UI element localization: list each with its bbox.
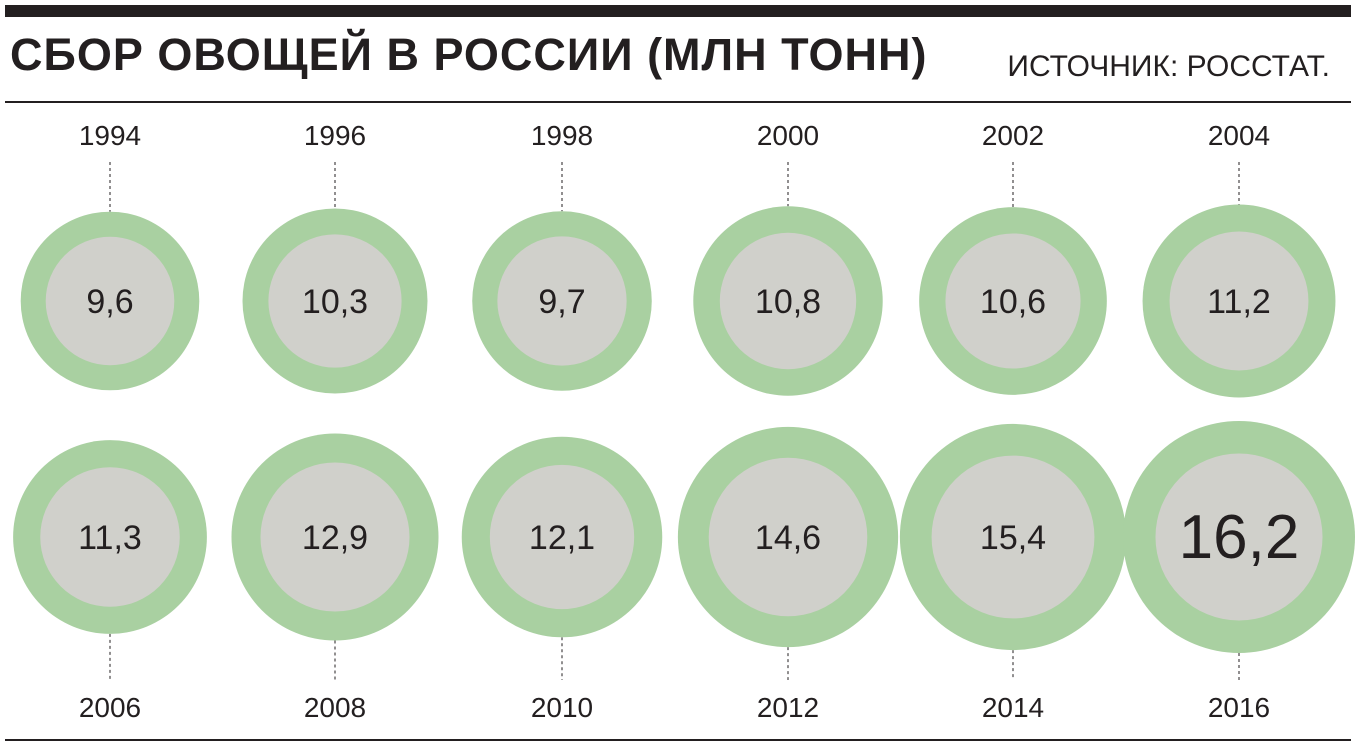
year-label: 2010 bbox=[531, 692, 593, 723]
year-label: 2000 bbox=[757, 120, 819, 151]
value-label: 15,4 bbox=[980, 519, 1046, 557]
year-label: 2006 bbox=[79, 692, 141, 723]
value-label: 10,3 bbox=[302, 283, 368, 321]
inner-disc bbox=[489, 464, 635, 610]
bubble-2002: 10,6 2002 bbox=[919, 120, 1107, 395]
inner-disc bbox=[268, 234, 402, 368]
top-rule bbox=[5, 101, 1351, 103]
value-label: 12,9 bbox=[302, 519, 368, 557]
bubble-1998: 9,7 1998 bbox=[472, 120, 652, 391]
bubble-2010: 12,1 2010 bbox=[461, 436, 663, 723]
year-label: 2002 bbox=[982, 120, 1044, 151]
value-label: 16,2 bbox=[1179, 503, 1300, 572]
bubble-1996: 10,3 1996 bbox=[242, 120, 428, 394]
bubble-2004: 11,2 2004 bbox=[1142, 120, 1336, 398]
value-label: 14,6 bbox=[755, 519, 821, 557]
year-label: 2004 bbox=[1208, 120, 1270, 151]
chart-title: СБОР ОВОЩЕЙ В РОССИИ (МЛН ТОНН) bbox=[10, 29, 928, 80]
inner-disc bbox=[1169, 231, 1309, 371]
value-label: 10,8 bbox=[755, 283, 821, 321]
value-label: 12,1 bbox=[529, 519, 595, 557]
year-label: 2016 bbox=[1208, 692, 1270, 723]
bottom-rule bbox=[5, 739, 1351, 741]
inner-disc bbox=[497, 236, 627, 366]
value-label: 9,6 bbox=[86, 283, 133, 321]
year-label: 1994 bbox=[79, 120, 141, 151]
bubble-2000: 10,8 2000 bbox=[693, 120, 883, 396]
year-label: 1996 bbox=[304, 120, 366, 151]
value-label: 11,3 bbox=[78, 519, 142, 557]
inner-disc bbox=[45, 236, 175, 366]
inner-disc bbox=[931, 455, 1095, 619]
bubble-2012: 14,6 2012 bbox=[677, 426, 899, 723]
inner-disc bbox=[260, 462, 410, 612]
inner-disc bbox=[40, 467, 180, 607]
inner-disc bbox=[1155, 453, 1323, 621]
year-label: 1998 bbox=[531, 120, 593, 151]
value-label: 9,7 bbox=[538, 283, 585, 321]
bubble-2006: 11,3 2006 bbox=[13, 440, 207, 723]
bubble-1994: 9,6 1994 bbox=[20, 120, 200, 391]
year-label: 2014 bbox=[982, 692, 1044, 723]
inner-disc bbox=[945, 233, 1081, 369]
bubble-2014: 15,4 2014 bbox=[899, 423, 1127, 723]
year-label: 2012 bbox=[757, 692, 819, 723]
source-note: ИСТОЧНИК: РОССТАТ. bbox=[1007, 50, 1330, 83]
inner-disc bbox=[708, 457, 868, 617]
inner-disc bbox=[719, 232, 857, 370]
bubble-2016: 16,2 2016 bbox=[1123, 421, 1355, 723]
bubble-2008: 12,9 2008 bbox=[231, 433, 439, 723]
top-bar bbox=[5, 5, 1351, 17]
value-label: 11,2 bbox=[1207, 283, 1271, 321]
value-label: 10,6 bbox=[980, 283, 1046, 321]
year-label: 2008 bbox=[304, 692, 366, 723]
